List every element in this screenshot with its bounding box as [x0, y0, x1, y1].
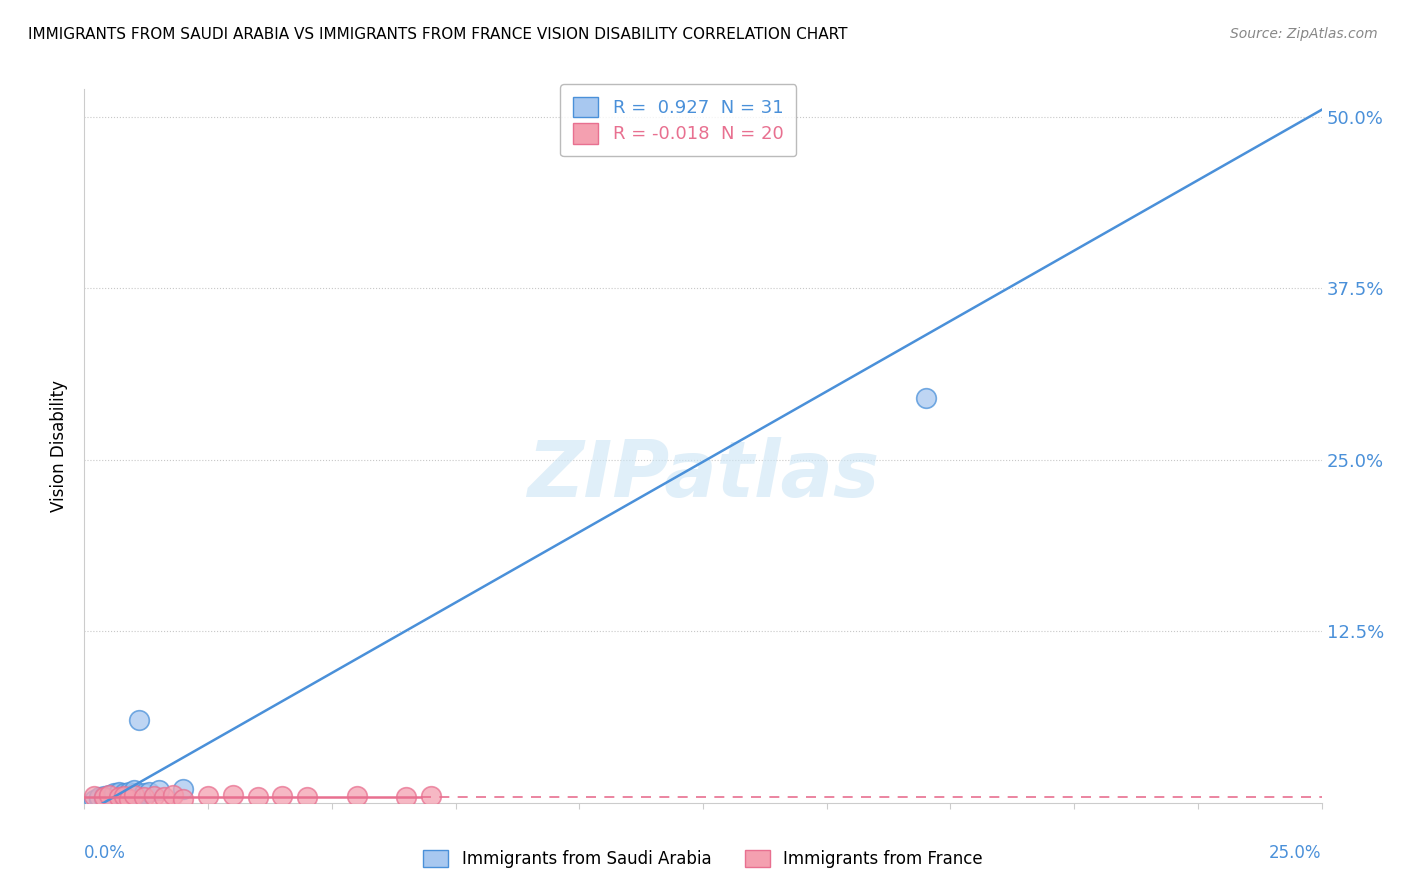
Point: [108, 791, 131, 805]
Point: [118, 791, 141, 805]
Text: ZIPatlas: ZIPatlas: [527, 436, 879, 513]
Point: [122, 788, 145, 802]
Point: [295, 790, 318, 805]
Point: [132, 786, 155, 800]
Point: [108, 789, 131, 803]
Point: [197, 789, 219, 803]
Legend: R =  0.927  N = 31, R = -0.018  N = 20: R = 0.927 N = 31, R = -0.018 N = 20: [561, 84, 796, 156]
Point: [118, 788, 141, 802]
Point: [122, 789, 145, 803]
Point: [112, 789, 135, 803]
Point: [93, 791, 115, 805]
Point: [83, 793, 105, 807]
Point: [419, 789, 441, 803]
Point: [914, 391, 936, 405]
Text: Source: ZipAtlas.com: Source: ZipAtlas.com: [1230, 27, 1378, 41]
Text: IMMIGRANTS FROM SAUDI ARABIA VS IMMIGRANTS FROM FRANCE VISION DISABILITY CORRELA: IMMIGRANTS FROM SAUDI ARABIA VS IMMIGRAN…: [28, 27, 848, 42]
Point: [122, 783, 145, 797]
Point: [346, 789, 368, 803]
Point: [128, 714, 150, 728]
Point: [98, 788, 121, 802]
Point: [152, 790, 174, 805]
Point: [172, 782, 194, 797]
Point: [395, 790, 418, 805]
Point: [98, 788, 121, 802]
Point: [246, 790, 269, 805]
Point: [118, 790, 141, 805]
Point: [132, 790, 155, 805]
Point: [98, 790, 121, 805]
Point: [112, 786, 135, 800]
Text: 25.0%: 25.0%: [1270, 844, 1322, 862]
Point: [98, 793, 121, 807]
Point: [93, 789, 115, 803]
Point: [89, 790, 111, 805]
Point: [118, 785, 141, 799]
Legend: Immigrants from Saudi Arabia, Immigrants from France: Immigrants from Saudi Arabia, Immigrants…: [416, 843, 990, 875]
Point: [103, 791, 125, 805]
Text: 0.0%: 0.0%: [84, 844, 127, 862]
Point: [271, 789, 294, 803]
Point: [162, 788, 184, 802]
Point: [89, 791, 111, 805]
Point: [103, 788, 125, 802]
Point: [222, 788, 245, 802]
Point: [112, 790, 135, 805]
Point: [103, 786, 125, 800]
Point: [103, 789, 125, 803]
Y-axis label: Vision Disability: Vision Disability: [51, 380, 69, 512]
Point: [108, 785, 131, 799]
Point: [108, 790, 131, 805]
Point: [142, 789, 165, 803]
Point: [108, 786, 131, 800]
Point: [172, 791, 194, 805]
Point: [83, 789, 105, 803]
Point: [122, 786, 145, 800]
Point: [148, 783, 170, 797]
Point: [112, 788, 135, 802]
Point: [138, 785, 160, 799]
Point: [93, 790, 115, 805]
